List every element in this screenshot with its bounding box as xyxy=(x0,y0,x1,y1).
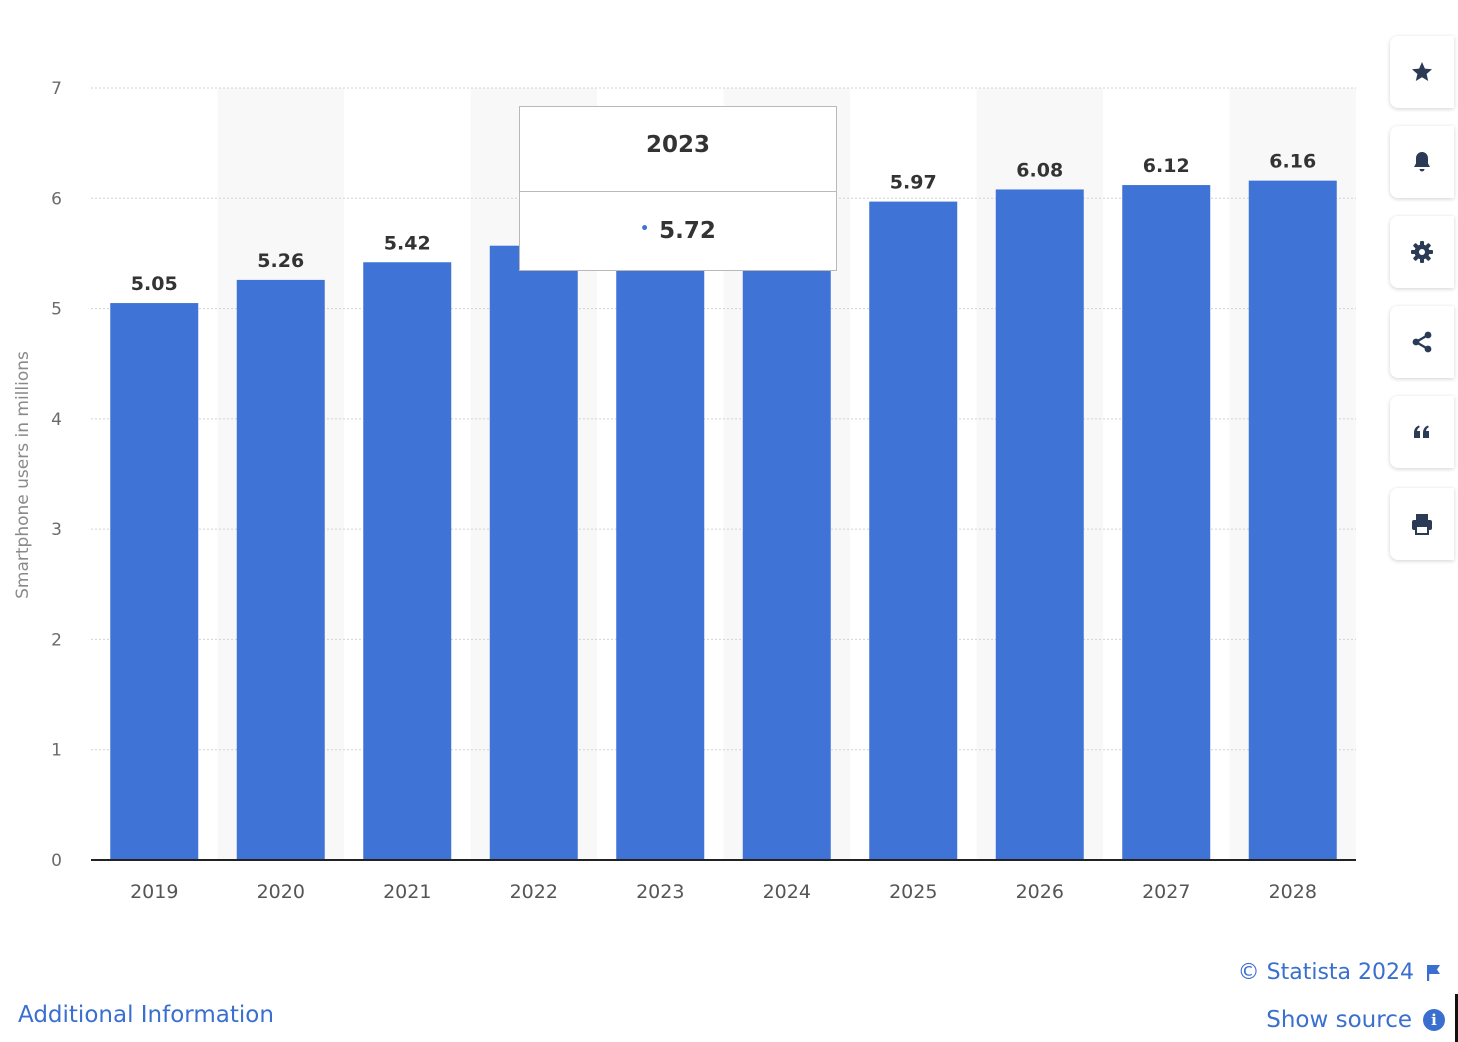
y-tick-label: 7 xyxy=(51,79,62,99)
bar-2024[interactable] xyxy=(742,214,831,861)
settings-button[interactable] xyxy=(1390,216,1454,288)
cite-button[interactable] xyxy=(1390,396,1454,468)
favorite-button[interactable] xyxy=(1390,36,1454,108)
star-icon xyxy=(1412,62,1432,81)
flag-icon[interactable] xyxy=(1426,964,1442,982)
tooltip-value: 5.72 xyxy=(659,218,716,244)
data-label-2027: 6.12 xyxy=(1143,155,1190,177)
additional-information-link[interactable]: Additional Information xyxy=(18,1002,274,1028)
bell-icon xyxy=(1414,152,1430,172)
x-tick-label: 2022 xyxy=(510,881,558,903)
y-tick-label: 1 xyxy=(51,741,62,761)
y-tick-label: 3 xyxy=(51,520,62,540)
bar-2019[interactable] xyxy=(110,303,199,860)
x-tick-label: 2028 xyxy=(1269,881,1317,903)
y-tick-label: 4 xyxy=(51,410,62,430)
x-tick-label: 2027 xyxy=(1142,881,1190,903)
tooltip-marker: • xyxy=(640,220,650,237)
share-icon xyxy=(1412,331,1432,353)
x-tick-label: 2025 xyxy=(889,881,937,903)
y-tick-label: 6 xyxy=(51,189,62,209)
data-label-2025: 5.97 xyxy=(890,172,937,194)
x-tick-label: 2020 xyxy=(257,881,305,903)
data-label-2019: 5.05 xyxy=(131,273,178,295)
bar-2028[interactable] xyxy=(1248,180,1337,860)
tooltip: 2023 • 5.72 xyxy=(519,106,837,271)
bar-2025[interactable] xyxy=(869,201,958,860)
y-tick-label: 5 xyxy=(51,300,62,320)
data-label-2020: 5.26 xyxy=(257,250,304,272)
data-labels: 5.055.265.4255.976.086.126.16 xyxy=(131,151,1316,295)
info-icon[interactable]: i xyxy=(1423,1009,1445,1031)
copyright-text: © Statista 2024 xyxy=(1237,960,1414,985)
x-tick-label: 2023 xyxy=(636,881,684,903)
notification-button[interactable] xyxy=(1390,126,1454,198)
data-label-2028: 6.16 xyxy=(1269,151,1316,173)
show-source-link[interactable]: Show source xyxy=(1266,1007,1412,1033)
x-tick-label: 2026 xyxy=(1016,881,1064,903)
bar-2023[interactable] xyxy=(616,229,705,860)
bar-2027[interactable] xyxy=(1122,185,1211,861)
text-cursor xyxy=(1455,994,1458,1042)
print-icon xyxy=(1412,514,1432,535)
y-axis-ticks: 0 1 2 3 4 5 6 7 xyxy=(51,79,62,871)
bar-2022[interactable] xyxy=(489,245,578,861)
y-tick-label: 2 xyxy=(51,630,62,650)
print-button[interactable] xyxy=(1390,488,1454,560)
bar-2021[interactable] xyxy=(363,262,452,860)
share-button[interactable] xyxy=(1390,306,1454,378)
bar-2026[interactable] xyxy=(995,189,1084,860)
quote-icon xyxy=(1414,425,1429,438)
y-axis-label: Smartphone users in millions xyxy=(13,351,33,599)
gear-icon xyxy=(1411,241,1433,263)
bar-2020[interactable] xyxy=(236,279,325,860)
x-axis-ticks: 2019 2020 2021 2022 2023 2024 2025 2026 2027 2028 xyxy=(130,881,1317,903)
tooltip-body: • 5.72 xyxy=(520,191,836,271)
x-tick-label: 2021 xyxy=(383,881,431,903)
bars xyxy=(110,180,1337,861)
y-tick-label: 0 xyxy=(51,851,62,871)
data-label-2021: 5.42 xyxy=(384,232,431,254)
data-label-2026: 6.08 xyxy=(1016,159,1063,181)
tooltip-title: 2023 xyxy=(520,107,836,192)
x-tick-label: 2019 xyxy=(130,881,178,903)
x-tick-label: 2024 xyxy=(763,881,811,903)
